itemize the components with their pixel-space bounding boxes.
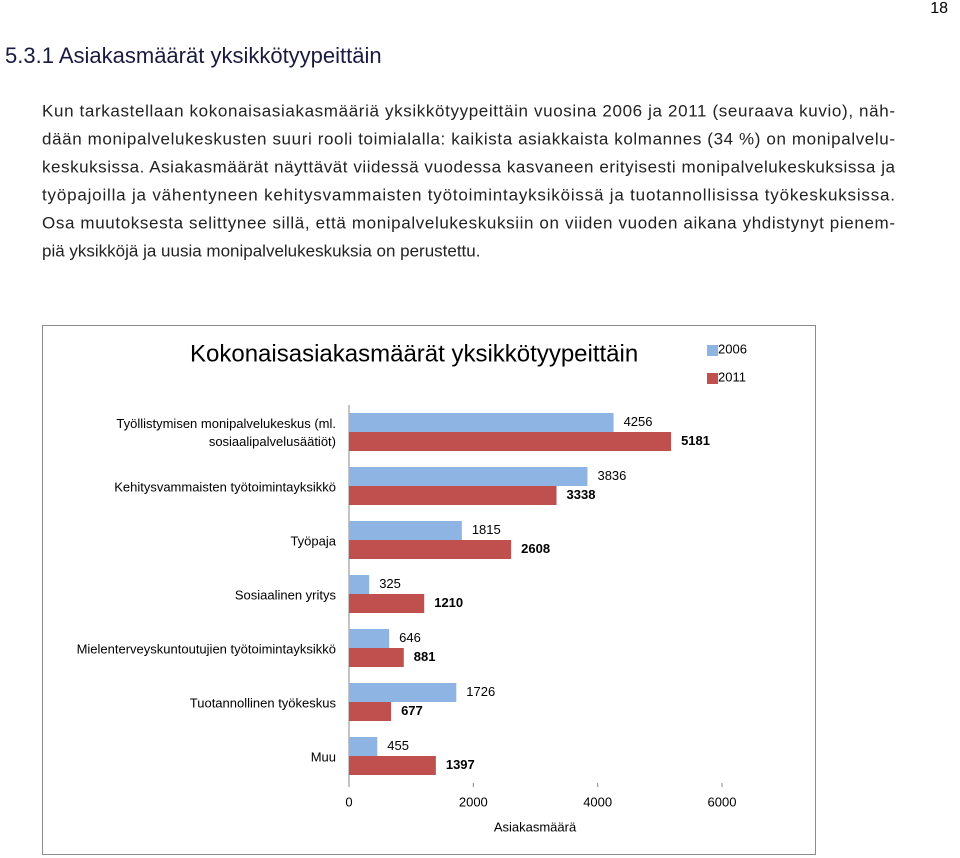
chart-title: Kokonaisasiakasmäärät yksikkötyypeittäin xyxy=(190,340,638,367)
data-label: 646 xyxy=(399,630,421,645)
data-label: 3338 xyxy=(567,487,596,502)
paragraph-line: Kun tarkastellaan kokonaisasiakasmääriä … xyxy=(42,101,895,120)
legend-swatch xyxy=(707,345,718,356)
data-label: 881 xyxy=(414,649,436,664)
heading: 5.3.1 Asiakasmäärät yksikkötyypeittäin xyxy=(5,43,382,68)
bar xyxy=(349,594,425,613)
bar xyxy=(349,737,378,756)
bar xyxy=(349,629,390,648)
chart-frame xyxy=(42,325,816,855)
x-tick-label: 4000 xyxy=(583,794,612,809)
legend-swatch xyxy=(707,373,718,384)
x-axis-label: Asiakasmäärä xyxy=(494,819,577,834)
data-label: 5181 xyxy=(681,433,710,448)
data-label: 3836 xyxy=(597,468,626,483)
data-label: 2608 xyxy=(521,541,550,556)
paragraph-line: Osa muutoksesta selittynee sillä, että m… xyxy=(42,213,895,232)
bar xyxy=(349,467,588,486)
y-tick-label: Muu xyxy=(311,749,336,764)
data-label: 455 xyxy=(387,738,409,753)
y-tick-label: Tuotannollinen työkeskus xyxy=(190,695,337,710)
legend-label: 2006 xyxy=(718,341,747,356)
y-tick-label: Kehitysvammaisten työtoimintayksikkö xyxy=(114,479,336,494)
data-label: 1726 xyxy=(466,684,495,699)
x-tick-label: 0 xyxy=(345,794,352,809)
paragraph-line: keskuksissa. Asiakasmäärät näyttävät vii… xyxy=(42,157,896,176)
bar xyxy=(349,486,557,505)
y-tick-label: Työllistymisen monipalvelukeskus (ml. sos… xyxy=(116,416,336,449)
data-label: 1397 xyxy=(446,757,475,772)
bar xyxy=(349,432,672,451)
y-tick-label: Sosiaalinen yritys xyxy=(235,587,337,602)
legend-label: 2011 xyxy=(718,369,746,384)
data-label: 1210 xyxy=(434,595,463,610)
y-tick-label: Mielenterveyskuntoutujien työtoimintayks… xyxy=(77,641,336,656)
x-tick-label: 2000 xyxy=(459,794,488,809)
paragraph-line: dään monipalvelukeskusten suuri rooli to… xyxy=(42,129,895,148)
bar xyxy=(349,521,462,540)
bar xyxy=(349,413,614,432)
page-number: 18 xyxy=(930,0,948,17)
x-tick-label: 6000 xyxy=(708,794,737,809)
bar xyxy=(349,756,436,775)
paragraph-line: työpajoilla ja vähentyneen kehitysvammai… xyxy=(42,185,895,204)
data-label: 677 xyxy=(401,703,423,718)
bar xyxy=(349,575,370,594)
y-tick-label: Työpaja xyxy=(290,533,336,548)
bar xyxy=(349,683,457,702)
data-label: 325 xyxy=(379,576,401,591)
bar xyxy=(349,702,392,721)
paragraph-line: piä yksikköjä ja uusia monipalvelukeskuk… xyxy=(42,241,480,260)
bar xyxy=(349,648,404,667)
data-label: 4256 xyxy=(624,414,653,429)
bar xyxy=(349,540,512,559)
data-label: 1815 xyxy=(472,522,501,537)
